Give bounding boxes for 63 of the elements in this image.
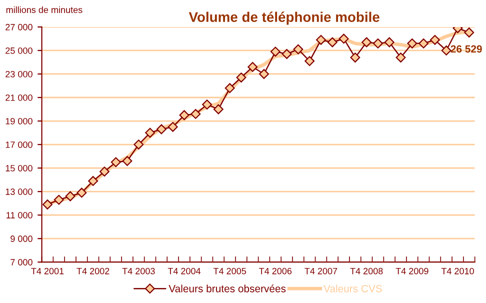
x-tick-label: T4 2006 bbox=[259, 268, 292, 274]
point bbox=[282, 49, 292, 59]
x-tick-label: T4 2004 bbox=[168, 268, 201, 274]
point bbox=[372, 38, 383, 48]
point bbox=[65, 191, 76, 202]
y-tick-label: 13 000 bbox=[6, 188, 32, 195]
y-tick-label: 17 000 bbox=[6, 142, 32, 148]
x-tick-label: T4 2001 bbox=[31, 268, 64, 274]
point bbox=[464, 28, 474, 38]
x-tick-label: T4 2008 bbox=[350, 268, 383, 274]
y-tick-label: 27 000 bbox=[6, 24, 32, 30]
point bbox=[338, 34, 349, 44]
point bbox=[99, 166, 110, 177]
x-tick-label: T4 2009 bbox=[396, 268, 428, 274]
chart-title: Volume de téléphonie mobile bbox=[188, 12, 380, 25]
point bbox=[88, 176, 98, 186]
point bbox=[122, 156, 132, 166]
point bbox=[145, 128, 156, 138]
point bbox=[441, 46, 452, 56]
point bbox=[350, 52, 360, 63]
point bbox=[407, 38, 418, 48]
x-tick-label: T4 2005 bbox=[213, 268, 246, 274]
point bbox=[396, 52, 406, 63]
point bbox=[236, 72, 246, 82]
data-label: 26 529 bbox=[450, 45, 482, 53]
y-tick-label: 11 000 bbox=[6, 212, 32, 218]
y-tick-label: 7 000 bbox=[10, 259, 32, 266]
y-tick-label: 9 000 bbox=[10, 236, 32, 242]
y-tick-label: 25 000 bbox=[6, 47, 32, 54]
point bbox=[293, 44, 304, 54]
point bbox=[384, 37, 394, 48]
point bbox=[270, 46, 280, 57]
point bbox=[224, 83, 235, 94]
point bbox=[327, 37, 338, 48]
point bbox=[156, 124, 166, 134]
point bbox=[168, 122, 178, 132]
legend-label: Valeurs CVS bbox=[324, 284, 382, 292]
point bbox=[202, 100, 212, 110]
x-tick-label: T4 2010 bbox=[441, 268, 474, 274]
x-tick-label: T4 2007 bbox=[304, 268, 338, 274]
point bbox=[42, 200, 52, 210]
x-tick-label: T4 2002 bbox=[76, 268, 110, 274]
legend-label: Valeurs brutes observées bbox=[168, 284, 286, 292]
y-axis-title: millions de minutes bbox=[6, 6, 82, 14]
point bbox=[179, 110, 190, 120]
point bbox=[213, 104, 224, 114]
point bbox=[259, 69, 269, 79]
point bbox=[304, 56, 315, 66]
y-tick-label: 15 000 bbox=[6, 165, 32, 172]
point bbox=[76, 188, 87, 198]
point bbox=[110, 157, 121, 168]
point bbox=[430, 34, 440, 45]
point bbox=[54, 194, 64, 205]
y-tick-label: 19 000 bbox=[6, 118, 32, 124]
point bbox=[316, 34, 326, 45]
point bbox=[418, 38, 429, 48]
point bbox=[190, 108, 201, 119]
point bbox=[362, 37, 372, 48]
y-tick-label: 23 000 bbox=[6, 70, 32, 78]
y-tick-label: 21 000 bbox=[6, 94, 32, 101]
point bbox=[134, 140, 144, 150]
x-tick-label: T4 2003 bbox=[122, 268, 155, 274]
point bbox=[248, 62, 258, 72]
